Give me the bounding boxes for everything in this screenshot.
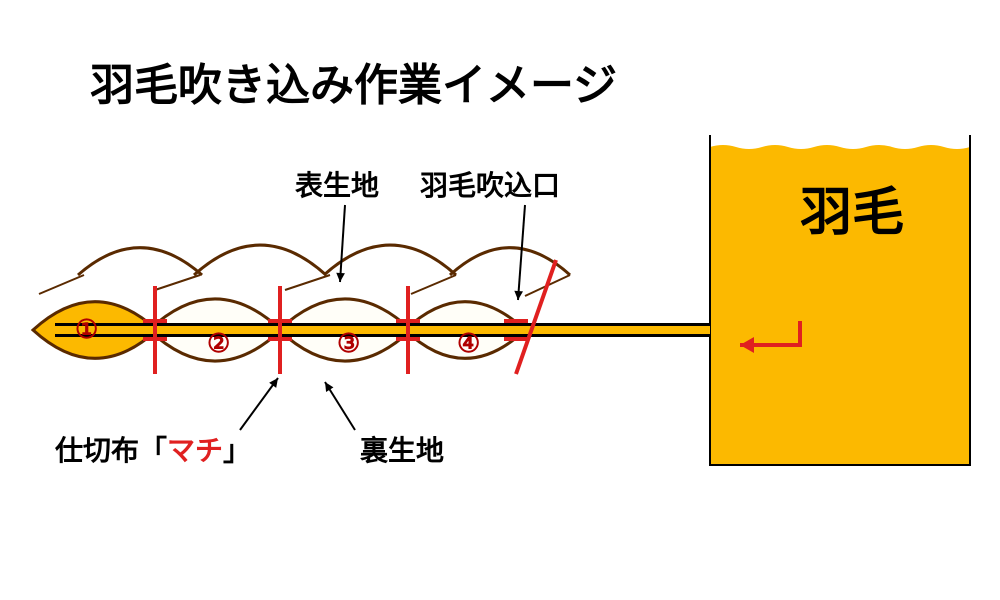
feather-container-label: 羽毛: [800, 184, 904, 242]
cell-number-2: ②: [207, 328, 230, 358]
cell-number-4: ④: [457, 328, 480, 358]
diagram-title: 羽毛吹き込み作業イメージ: [90, 61, 617, 110]
back-fabric-label: 裏生地: [360, 434, 444, 466]
inlet-label: 羽毛吹込口: [420, 170, 560, 201]
outer-fabric-label: 表生地: [295, 170, 379, 201]
partition-label: 仕切布「マチ」: [54, 434, 251, 466]
cell-number-1: ①: [75, 314, 98, 344]
cell-number-3: ③: [337, 328, 360, 358]
